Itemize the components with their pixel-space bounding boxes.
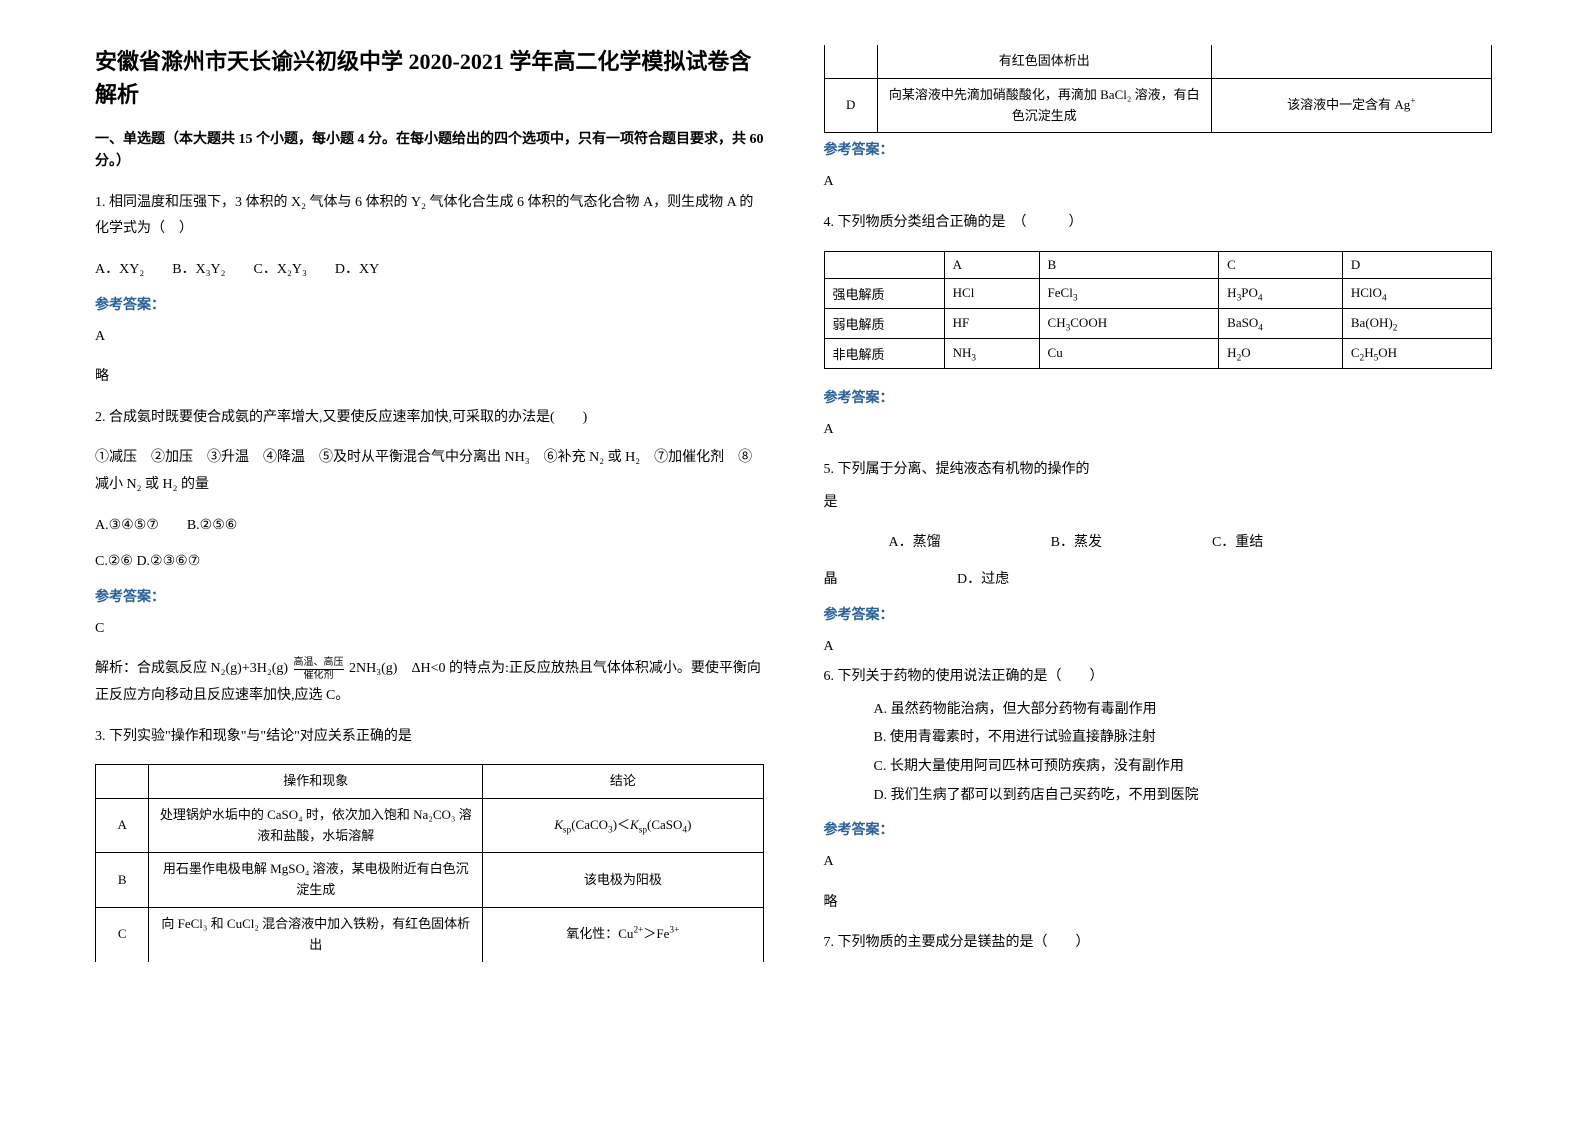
- table-cell: 该溶液中一定含有 Ag+: [1211, 78, 1491, 133]
- question-1-answer: A: [95, 324, 764, 351]
- table-cell: 氧化性：Cu2+＞Fe3+: [483, 908, 763, 962]
- table-cell: 弱电解质: [824, 308, 944, 338]
- annot-top: 高温、高压: [294, 657, 344, 670]
- table-cell: D: [824, 78, 877, 133]
- option-d: D．过虑: [957, 572, 1009, 587]
- question-3-table-cont: 有红色固体析出 D 向某溶液中先滴加硝酸酸化，再滴加 BaCl₂ 溶液，有白色沉…: [824, 45, 1493, 133]
- option-a: A．蒸馏: [824, 530, 1051, 557]
- table-cell: NH3: [944, 338, 1039, 368]
- question-2-explain: 解析：合成氨反应 N₂(g)+3H₂(g) 高温、高压 催化剂 2NH₃(g) …: [95, 656, 764, 709]
- question-2-answer: C: [95, 616, 764, 643]
- table-header: A: [944, 251, 1039, 278]
- question-6-answer: A: [824, 849, 1493, 876]
- table-cell: C: [96, 908, 149, 962]
- answer-label: 参考答案：: [95, 586, 764, 606]
- table-cell: 该电极为阳极: [483, 853, 763, 908]
- question-6-note: 略: [824, 890, 1493, 917]
- section-header: 一、单选题（本大题共 15 个小题，每小题 4 分。在每小题给出的四个选项中，只…: [95, 129, 764, 174]
- table-header: [824, 251, 944, 278]
- table-cell: 用石墨作电极电解 MgSO₄ 溶液，某电极附近有白色沉淀生成: [149, 853, 483, 908]
- question-2-opts2: C.②⑥ D.②③⑥⑦: [95, 549, 764, 576]
- question-3-table: 操作和现象 结论 A 处理锅炉水垢中的 CaSO₄ 时，依次加入饱和 Na₂CO…: [95, 764, 764, 962]
- table-header: C: [1219, 251, 1343, 278]
- option-d: D. 我们生病了都可以到药店自己买药吃，不用到医院: [824, 783, 1493, 810]
- table-cell: HCl: [944, 278, 1039, 308]
- table-header: 结论: [483, 765, 763, 799]
- document-title: 安徽省滁州市天长谕兴初级中学 2020-2021 学年高二化学模拟试卷含解析: [95, 45, 764, 111]
- question-7-text: 7. 下列物质的主要成分是镁盐的是（ ）: [824, 930, 1493, 957]
- table-row: D 向某溶液中先滴加硝酸酸化，再滴加 BaCl₂ 溶液，有白色沉淀生成 该溶液中…: [824, 78, 1492, 133]
- question-3-text: 3. 下列实验"操作和现象"与"结论"对应关系正确的是: [95, 724, 764, 751]
- table-cell: [824, 45, 877, 78]
- table-cell: HF: [944, 308, 1039, 338]
- left-column: 安徽省滁州市天长谕兴初级中学 2020-2021 学年高二化学模拟试卷含解析 一…: [95, 45, 764, 1077]
- table-cell: FeCl3: [1039, 278, 1219, 308]
- option-b: B．蒸发: [1051, 530, 1212, 557]
- answer-label: 参考答案：: [824, 139, 1493, 159]
- question-5-answer: A: [824, 634, 1493, 661]
- question-4-text: 4. 下列物质分类组合正确的是 （ ）: [824, 210, 1493, 237]
- question-5-options-row1: A．蒸馏 B．蒸发 C．重结: [824, 530, 1493, 557]
- question-2-text: 2. 合成氨时既要使合成氨的产率增大,又要使反应速率加快,可采取的办法是( ): [95, 405, 764, 432]
- annot-bottom: 催化剂: [294, 670, 344, 681]
- table-cell: A: [96, 798, 149, 853]
- table-cell: 非电解质: [824, 338, 944, 368]
- question-6-text: 6. 下列关于药物的使用说法正确的是（ ）: [824, 664, 1493, 691]
- option-c: C. 长期大量使用阿司匹林可预防疾病，没有副作用: [824, 754, 1493, 781]
- table-cell: 向 FeCl₃ 和 CuCl₂ 混合溶液中加入铁粉，有红色固体析出: [149, 908, 483, 962]
- option-c-cont: 晶: [824, 567, 954, 594]
- table-row: 操作和现象 结论: [96, 765, 764, 799]
- question-5-options-row2: 晶 D．过虑: [824, 567, 1493, 594]
- answer-label: 参考答案：: [824, 604, 1493, 624]
- table-row: B 用石墨作电极电解 MgSO₄ 溶液，某电极附近有白色沉淀生成 该电极为阳极: [96, 853, 764, 908]
- question-2-line2: ①减压 ②加压 ③升温 ④降温 ⑤及时从平衡混合气中分离出 NH₃ ⑥补充 N₂…: [95, 445, 764, 498]
- right-column: 有红色固体析出 D 向某溶液中先滴加硝酸酸化，再滴加 BaCl₂ 溶液，有白色沉…: [824, 45, 1493, 1077]
- table-header: B: [1039, 251, 1219, 278]
- table-cell: H3PO4: [1219, 278, 1343, 308]
- table-cell: HClO4: [1342, 278, 1491, 308]
- table-cell: [1211, 45, 1491, 78]
- table-cell: H2O: [1219, 338, 1343, 368]
- option-a: A. 虽然药物能治病，但大部分药物有毒副作用: [824, 697, 1493, 724]
- option-b: B. 使用青霉素时，不用进行试验直接静脉注射: [824, 725, 1493, 752]
- table-cell: BaSO4: [1219, 308, 1343, 338]
- table-cell: Ba(OH)2: [1342, 308, 1491, 338]
- table-cell: 向某溶液中先滴加硝酸酸化，再滴加 BaCl₂ 溶液，有白色沉淀生成: [877, 78, 1211, 133]
- explain-prefix: 解析：合成氨反应 N₂(g)+3H₂(g): [95, 661, 288, 676]
- table-cell: 处理锅炉水垢中的 CaSO₄ 时，依次加入饱和 Na₂CO₃ 溶液和盐酸，水垢溶…: [149, 798, 483, 853]
- table-cell: 强电解质: [824, 278, 944, 308]
- option-c: C．重结: [1212, 530, 1373, 557]
- question-1-options: A．XY₂ B．X₃Y₂ C．X₂Y₃ D．XY: [95, 257, 764, 284]
- question-5-text2: 是: [824, 490, 1493, 517]
- table-row: 有红色固体析出: [824, 45, 1492, 78]
- reaction-condition: 高温、高压 催化剂: [292, 657, 346, 681]
- table-row: C 向 FeCl₃ 和 CuCl₂ 混合溶液中加入铁粉，有红色固体析出 氧化性：…: [96, 908, 764, 962]
- table-row: A 处理锅炉水垢中的 CaSO₄ 时，依次加入饱和 Na₂CO₃ 溶液和盐酸，水…: [96, 798, 764, 853]
- table-cell: Ksp(CaCO3)＜Ksp(CaSO4): [483, 798, 763, 853]
- table-header: [96, 765, 149, 799]
- table-row: 弱电解质 HF CH3COOH BaSO4 Ba(OH)2: [824, 308, 1492, 338]
- question-1-note: 略: [95, 364, 764, 391]
- table-cell: 有红色固体析出: [877, 45, 1211, 78]
- table-cell: Cu: [1039, 338, 1219, 368]
- question-1-text: 1. 相同温度和压强下，3 体积的 X₂ 气体与 6 体积的 Y₂ 气体化合生成…: [95, 190, 764, 243]
- question-3-answer: A: [824, 169, 1493, 196]
- question-5-text1: 5. 下列属于分离、提纯液态有机物的操作的: [824, 457, 1493, 484]
- table-header: 操作和现象: [149, 765, 483, 799]
- question-4-table: A B C D 强电解质 HCl FeCl3 H3PO4 HClO4 弱电解质 …: [824, 251, 1493, 369]
- table-row: 强电解质 HCl FeCl3 H3PO4 HClO4: [824, 278, 1492, 308]
- answer-label: 参考答案：: [824, 819, 1493, 839]
- question-4-answer: A: [824, 417, 1493, 444]
- answer-label: 参考答案：: [824, 387, 1493, 407]
- table-cell: B: [96, 853, 149, 908]
- table-row: 非电解质 NH3 Cu H2O C2H5OH: [824, 338, 1492, 368]
- table-header: D: [1342, 251, 1491, 278]
- table-row: A B C D: [824, 251, 1492, 278]
- question-2-opts1: A.③④⑤⑦ B.②⑤⑥: [95, 513, 764, 540]
- table-cell: CH3COOH: [1039, 308, 1219, 338]
- answer-label: 参考答案：: [95, 294, 764, 314]
- table-cell: C2H5OH: [1342, 338, 1491, 368]
